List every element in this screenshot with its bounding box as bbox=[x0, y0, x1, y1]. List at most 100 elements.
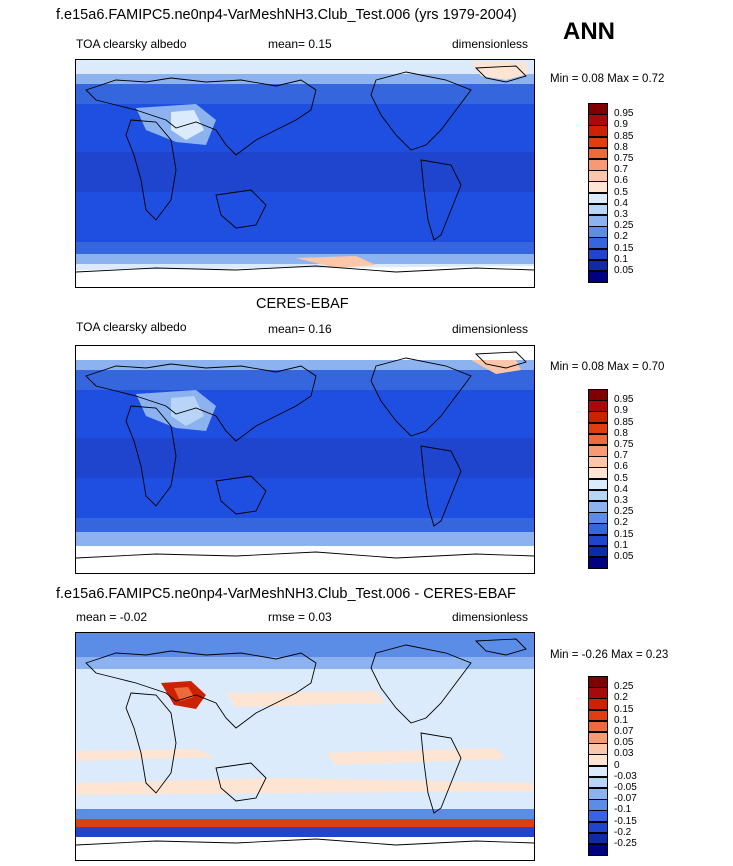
colorbar-label: 0.3 bbox=[614, 495, 628, 506]
colorbar-swatch bbox=[588, 709, 608, 722]
colorbar-label: 0.95 bbox=[614, 394, 634, 406]
colorbar-label: 0.3 bbox=[614, 209, 628, 220]
colorbar-label: -0.2 bbox=[614, 826, 632, 838]
colorbar-swatch bbox=[588, 687, 608, 699]
colorbar-swatch bbox=[588, 743, 608, 755]
colorbar-label: 0.25 bbox=[614, 220, 634, 232]
panel-2-variable-label: TOA clearsky albedo bbox=[76, 320, 187, 334]
colorbar-swatch bbox=[588, 501, 608, 513]
colorbar-swatch bbox=[588, 698, 608, 711]
panel-1-variable-label: TOA clearsky albedo bbox=[76, 37, 187, 51]
colorbar-swatch bbox=[588, 400, 608, 412]
season-label: ANN bbox=[563, 18, 615, 45]
panel-3-colorbar: 0.25 0.2 0.15 0.1 0.07 0.05 0.03 0 -0.03 -0.05 -0.… bbox=[588, 676, 658, 856]
colorbar-label: 0.05 bbox=[614, 737, 634, 749]
colorbar-label: 0.8 bbox=[614, 427, 628, 439]
colorbar-label: 0.25 bbox=[614, 681, 634, 693]
colorbar-swatch bbox=[588, 114, 608, 126]
colorbar-swatch bbox=[588, 215, 608, 227]
colorbar-label: 0.25 bbox=[614, 506, 634, 518]
colorbar-label: -0.07 bbox=[614, 793, 637, 805]
colorbar-label: 0.5 bbox=[614, 186, 628, 198]
colorbar-swatch bbox=[588, 512, 608, 524]
colorbar-swatch bbox=[588, 545, 608, 558]
panel-1-colorbar: 0.95 0.9 0.85 0.8 0.75 0.7 0.6 0.5 0.4 0.3 0.25 0.2… bbox=[588, 103, 658, 283]
colorbar-swatch bbox=[588, 832, 608, 845]
colorbar-swatch bbox=[588, 732, 608, 744]
colorbar-label: 0.1 bbox=[614, 539, 628, 551]
colorbar-swatch bbox=[588, 445, 608, 457]
colorbar-label: 0.9 bbox=[614, 405, 628, 417]
panel-2-map bbox=[75, 345, 535, 574]
colorbar-swatch bbox=[588, 136, 608, 149]
colorbar-swatch bbox=[588, 754, 608, 767]
colorbar-swatch bbox=[588, 159, 608, 171]
colorbar-label: 0.2 bbox=[614, 231, 628, 243]
colorbar-label: -0.15 bbox=[614, 815, 637, 827]
colorbar-swatch bbox=[588, 389, 608, 401]
panel-3-title: f.e15a6.FAMIPC5.ne0np4-VarMeshNH3.Club_T… bbox=[56, 586, 516, 602]
colorbar-swatch bbox=[588, 103, 608, 115]
colorbar-swatch bbox=[588, 765, 608, 778]
panel-1-units-label: dimensionless bbox=[452, 37, 529, 51]
colorbar-swatch bbox=[588, 411, 608, 424]
panel-2-colorbar: 0.95 0.9 0.85 0.8 0.75 0.7 0.6 0.5 0.4 0.3 0.25 0.2… bbox=[588, 389, 658, 569]
colorbar-label: 0.07 bbox=[614, 726, 634, 737]
colorbar-label: -0.1 bbox=[614, 804, 632, 816]
colorbar-swatch bbox=[588, 181, 608, 194]
colorbar-swatch bbox=[588, 489, 608, 502]
colorbar-label: 0.85 bbox=[614, 416, 634, 428]
colorbar-label: 0.95 bbox=[614, 108, 634, 120]
colorbar-swatch bbox=[588, 226, 608, 238]
colorbar-swatch bbox=[588, 422, 608, 435]
panel-3-mean-label: mean = -0.02 bbox=[76, 610, 148, 624]
colorbar-swatch bbox=[588, 478, 608, 491]
colorbar-swatch bbox=[588, 788, 608, 800]
colorbar-swatch bbox=[588, 810, 608, 823]
colorbar-label: 0.15 bbox=[614, 703, 634, 715]
panel-1-map-svg bbox=[76, 60, 534, 287]
colorbar-label: 0.6 bbox=[614, 461, 628, 473]
panel-3-rmse-label: rmse = 0.03 bbox=[268, 610, 332, 624]
colorbar-label: 0.9 bbox=[614, 119, 628, 131]
colorbar-label: 0.5 bbox=[614, 472, 628, 484]
colorbar-label: 0.85 bbox=[614, 130, 634, 142]
panel-3-map bbox=[75, 632, 535, 861]
colorbar-label: 0.75 bbox=[614, 153, 634, 164]
colorbar-swatch bbox=[588, 523, 608, 536]
colorbar-swatch bbox=[588, 125, 608, 138]
panel-2-mean-label: mean= 0.16 bbox=[268, 322, 332, 336]
colorbar-label: -0.25 bbox=[614, 838, 637, 849]
panel-2-map-svg bbox=[76, 346, 534, 573]
panel-1-title: f.e15a6.FAMIPC5.ne0np4-VarMeshNH3.Club_T… bbox=[56, 7, 517, 23]
colorbar-label: 0.4 bbox=[614, 483, 628, 495]
colorbar-swatch bbox=[588, 147, 608, 160]
colorbar-swatch bbox=[588, 237, 608, 250]
colorbar-label: -0.03 bbox=[614, 770, 637, 782]
colorbar-swatch bbox=[588, 259, 608, 272]
colorbar-label: 0.2 bbox=[614, 517, 628, 529]
colorbar-swatch bbox=[588, 467, 608, 480]
colorbar-swatch bbox=[588, 676, 608, 688]
colorbar-label: 0 bbox=[614, 759, 620, 771]
panel-1-minmax: Min = 0.08 Max = 0.72 bbox=[550, 73, 665, 85]
colorbar-label: 0.15 bbox=[614, 242, 634, 254]
colorbar-label: 0.4 bbox=[614, 197, 628, 209]
colorbar-swatch bbox=[588, 271, 608, 283]
colorbar-label: 0.6 bbox=[614, 175, 628, 187]
panel-3-minmax: Min = -0.26 Max = 0.23 bbox=[550, 649, 669, 661]
panel-1-mean-label: mean= 0.15 bbox=[268, 37, 332, 51]
colorbar-label: 0.03 bbox=[614, 748, 634, 760]
colorbar-label: 0.05 bbox=[614, 265, 634, 276]
panel-3-map-svg bbox=[76, 633, 534, 860]
colorbar-label: 0.2 bbox=[614, 692, 628, 704]
colorbar-label: 0.1 bbox=[614, 253, 628, 265]
colorbar-swatch bbox=[588, 799, 608, 811]
colorbar-swatch bbox=[588, 534, 608, 547]
colorbar-swatch bbox=[588, 821, 608, 834]
colorbar-swatch bbox=[588, 192, 608, 205]
colorbar-swatch bbox=[588, 170, 608, 182]
colorbar-swatch bbox=[588, 776, 608, 789]
colorbar-label: 0.75 bbox=[614, 439, 634, 450]
panel-1-map bbox=[75, 59, 535, 288]
